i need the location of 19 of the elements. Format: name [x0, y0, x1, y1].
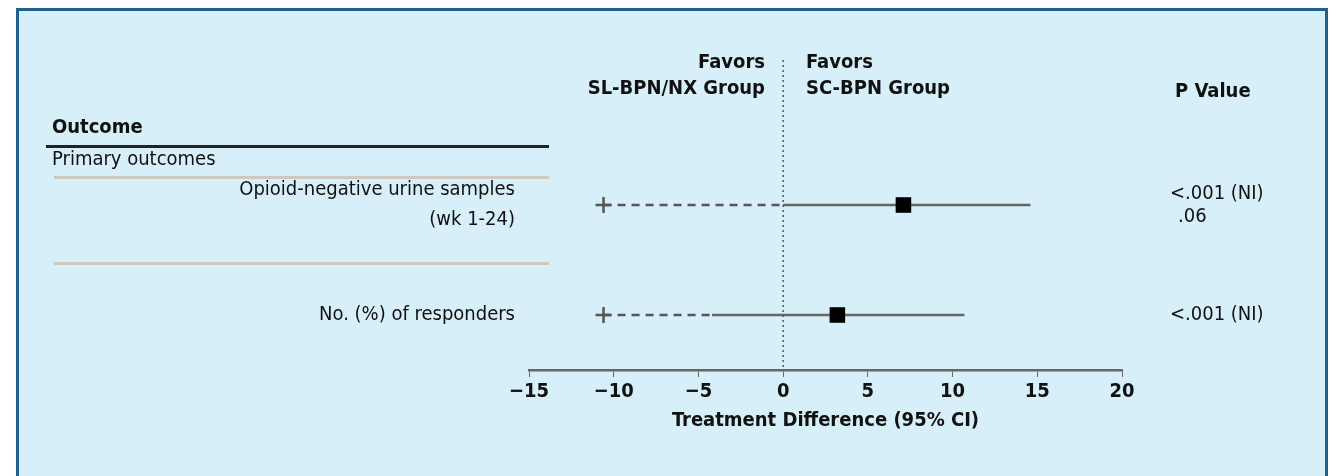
x-axis-title: Treatment Difference (95% CI)	[671, 407, 980, 432]
annotation: Favors SC-BPN Group	[806, 49, 951, 100]
x-tick-label: 15	[1024, 378, 1050, 403]
x-tick-label: 0	[776, 378, 790, 403]
x-tick-label: −10	[593, 378, 634, 403]
text: Primary outcomes	[52, 146, 216, 171]
x-tick-label: −5	[684, 378, 713, 403]
text: P Value	[1175, 78, 1251, 103]
y-tick-label: Opioid-negative urine samples (wk 1-24)	[239, 176, 515, 231]
x-tick-label: 5	[861, 378, 875, 403]
text: Outcome	[52, 114, 143, 139]
x-tick-label: 10	[940, 378, 966, 403]
x-tick-label: 20	[1109, 378, 1135, 403]
text: <.001 (NI)	[1170, 301, 1264, 326]
annotation: Favors SL-BPN/NX Group	[587, 49, 766, 100]
y-tick-label: No. (%) of responders	[319, 301, 515, 326]
text: <.001 (NI)	[1170, 180, 1264, 205]
x-tick-label: −15	[508, 378, 550, 403]
text: .06	[1178, 203, 1207, 228]
